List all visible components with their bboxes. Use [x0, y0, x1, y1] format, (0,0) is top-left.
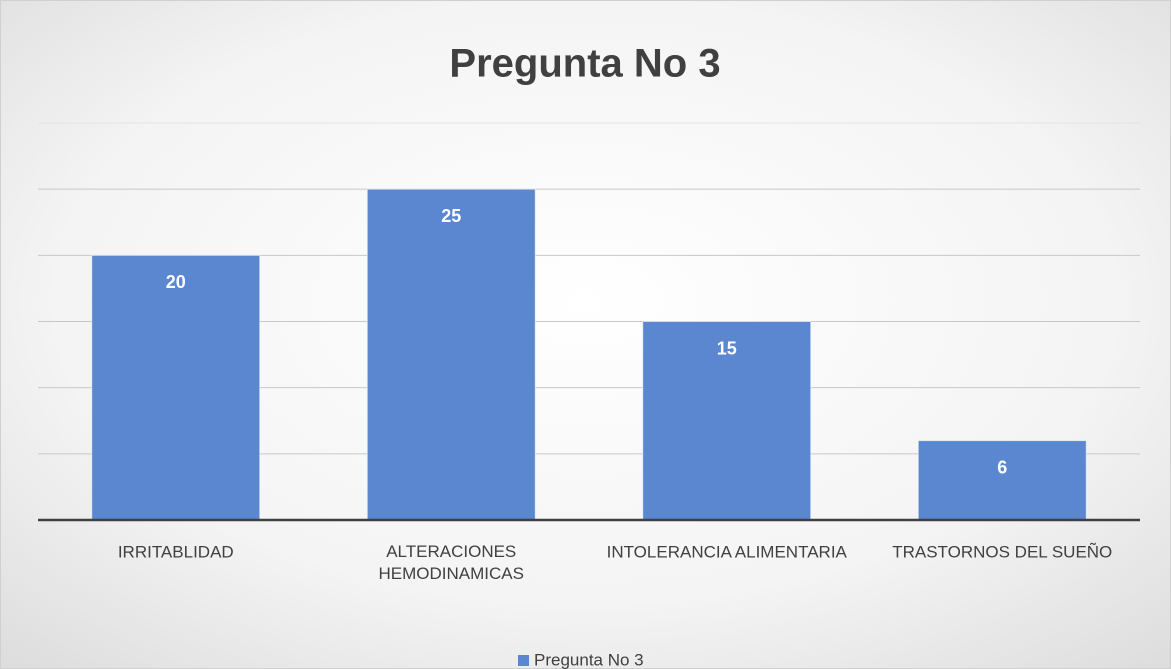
- x-tick-label: IRRITABLIDAD: [118, 542, 234, 561]
- data-label: 6: [997, 457, 1007, 477]
- bar: [642, 321, 812, 521]
- x-tick-label: TRASTORNOS DEL SUEÑO: [892, 542, 1112, 561]
- data-label: 20: [166, 272, 186, 292]
- bar: [917, 440, 1087, 521]
- bar: [91, 254, 261, 521]
- bar: [366, 188, 536, 521]
- data-label: 15: [717, 338, 737, 358]
- x-tick-label: INTOLERANCIA ALIMENTARIA: [607, 542, 848, 561]
- chart-title: Pregunta No 3: [449, 42, 720, 86]
- legend-label: Pregunta No 3: [534, 650, 644, 669]
- data-label: 25: [441, 206, 461, 226]
- x-tick-label: ALTERACIONES HEMODINAMICAS: [379, 542, 524, 583]
- legend-swatch: [518, 655, 529, 666]
